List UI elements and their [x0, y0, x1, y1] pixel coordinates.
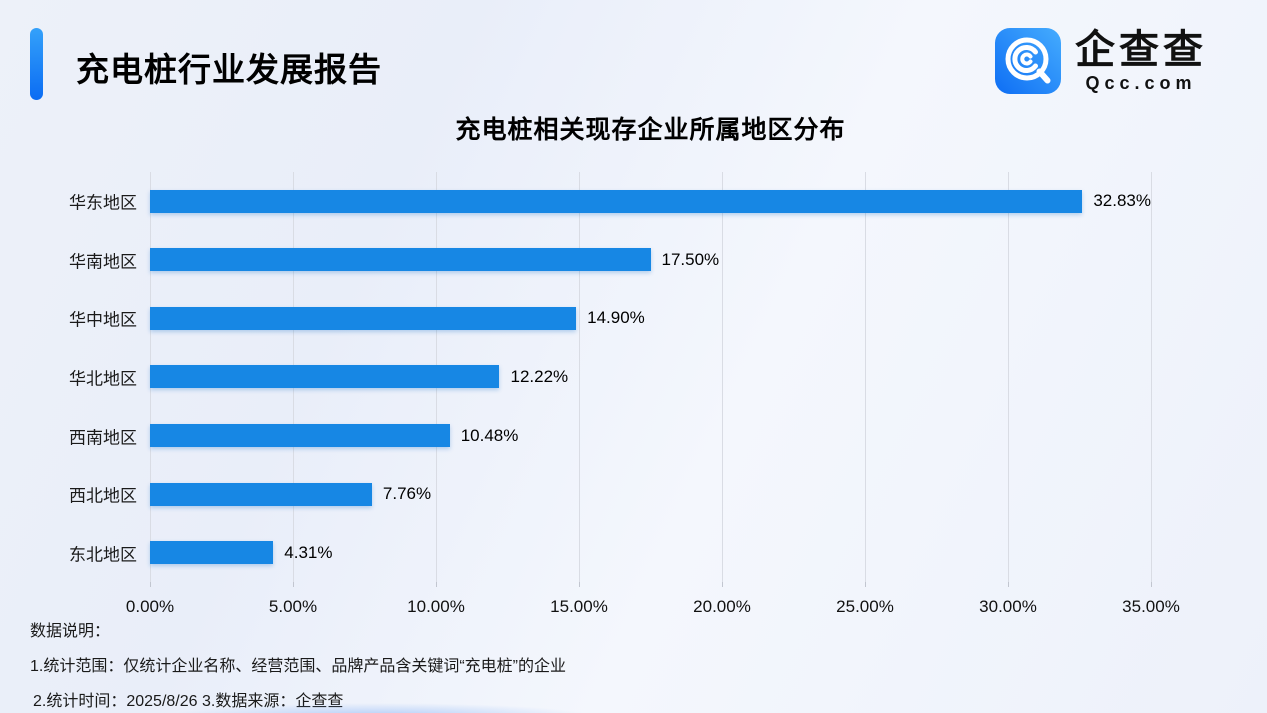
notes-line-2: 2.统计时间：2025/8/26 3.数据来源：企查查	[33, 693, 344, 710]
axis-tick	[579, 582, 580, 587]
value-label: 12.22%	[510, 366, 569, 386]
axis-tick	[1008, 582, 1009, 587]
gridline	[865, 172, 866, 582]
qcc-logo-en: Qcc.com	[1085, 72, 1197, 93]
chart-row: 东北地区 4.31%	[69, 523, 1151, 582]
notes-line-1: 1.统计范围：仅统计企业名称、经营范围、品牌产品含关键词“充电桩”的企业	[30, 658, 567, 675]
axis-tick	[722, 582, 723, 587]
qcc-magnifier-icon	[995, 28, 1061, 94]
value-label: 17.50%	[661, 249, 720, 269]
axis-tick	[1151, 582, 1152, 587]
bar	[150, 189, 1083, 213]
qcc-logo: 企查查 Qcc.com	[995, 28, 1207, 94]
chart-row: 华北地区 12.22%	[69, 348, 1151, 407]
bar	[150, 248, 651, 272]
axis-tick	[865, 582, 866, 587]
gridline	[579, 172, 580, 582]
bar	[150, 482, 372, 506]
x-axis-tick-label: 30.00%	[979, 597, 1037, 616]
axis-tick	[436, 582, 437, 587]
chart-row: 西南地区 10.48%	[69, 406, 1151, 465]
category-label: 东北地区	[69, 545, 137, 565]
category-label: 华东地区	[69, 193, 137, 213]
bar	[150, 424, 450, 448]
chart-title: 充电桩相关现存企业所属地区分布	[455, 116, 846, 144]
notes-heading: 数据说明：	[30, 623, 111, 640]
gridline	[1151, 172, 1152, 582]
x-axis-tick-label: 35.00%	[1122, 597, 1180, 616]
qcc-logo-cn: 企查查	[1075, 27, 1207, 72]
x-axis-tick-label: 25.00%	[836, 597, 894, 616]
category-label: 华中地区	[69, 310, 137, 330]
gridline	[1008, 172, 1009, 582]
value-label: 4.31%	[284, 542, 333, 562]
value-label: 14.90%	[587, 308, 645, 328]
axis-tick	[293, 582, 294, 587]
x-axis-tick-label: 20.00%	[693, 597, 751, 616]
value-label: 7.76%	[382, 484, 432, 504]
x-axis-tick-label: 0.00%	[125, 597, 175, 616]
report-title: 充电桩行业发展报告	[76, 51, 382, 88]
bar	[150, 306, 577, 330]
bar	[150, 541, 274, 565]
plot-area: 0.00% 5.00% 10.00% 15.00% 20.00% 25.00% 30.00%…	[69, 172, 1180, 616]
data-notes: 数据说明： 1.统计范围：仅统计企业名称、经营范围、品牌产品含关键词“充电桩”的…	[30, 617, 566, 713]
category-label: 华北地区	[69, 369, 137, 389]
category-label: 西南地区	[69, 428, 137, 448]
bar	[150, 365, 500, 389]
x-axis-tick-label: 15.00%	[550, 597, 608, 616]
title-accent-bar	[30, 28, 43, 100]
category-label: 华南地区	[69, 252, 137, 272]
value-label: 10.48%	[460, 425, 519, 445]
chart-row: 华南地区 17.50%	[69, 231, 1151, 290]
x-axis-tick-label: 10.00%	[407, 597, 465, 616]
qcc-logo-text: 企查查 Qcc.com	[1075, 29, 1207, 94]
chart-row: 华中地区 14.90%	[69, 289, 1151, 348]
gridline	[722, 172, 723, 582]
axis-tick	[150, 582, 151, 587]
value-label: 32.83%	[1093, 191, 1151, 211]
chart-row: 华东地区 32.83%	[69, 172, 1151, 231]
chart-row: 西北地区 7.76%	[69, 465, 1151, 524]
category-label: 西北地区	[69, 486, 137, 506]
header: 充电桩行业发展报告 企查查 Qcc.co	[0, 0, 1267, 110]
x-axis-tick-label: 5.00%	[268, 597, 318, 616]
